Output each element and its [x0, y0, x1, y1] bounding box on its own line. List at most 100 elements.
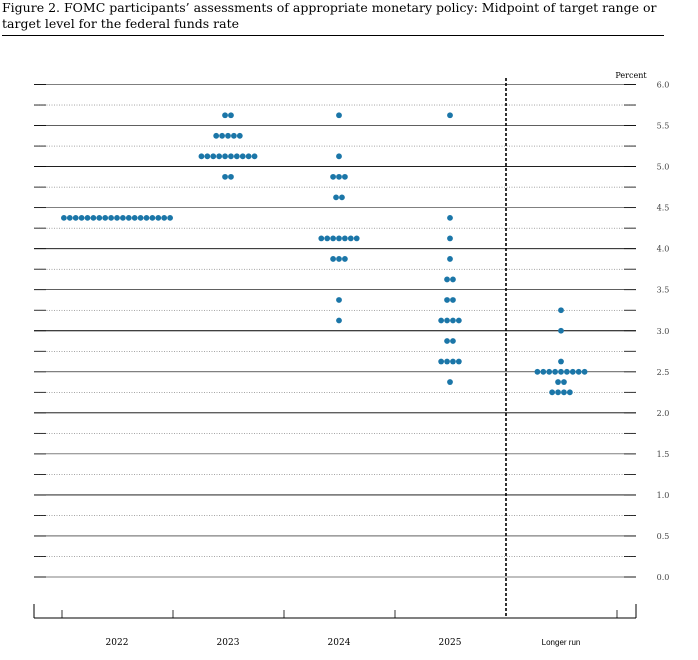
- dot-point: [225, 132, 231, 139]
- y-tick-label: 2.5: [657, 368, 670, 377]
- dot-point: [204, 153, 211, 160]
- dot-point: [198, 153, 205, 160]
- dot-point: [330, 173, 336, 180]
- dot-layer: [61, 112, 588, 396]
- dot-point: [336, 317, 342, 324]
- dot-point: [447, 112, 453, 119]
- dot-point: [108, 214, 114, 221]
- dot-point: [575, 368, 582, 375]
- dot-point: [251, 153, 258, 160]
- dot-point: [161, 214, 168, 221]
- dot-point: [66, 214, 73, 221]
- dot-point: [231, 132, 237, 139]
- dot-point: [84, 214, 91, 221]
- dot-point: [353, 235, 360, 242]
- dot-point: [222, 112, 228, 119]
- dot-point: [561, 379, 567, 385]
- y-tick-label: 0.0: [657, 573, 670, 582]
- dot-point: [555, 389, 561, 396]
- dot-point: [233, 153, 240, 160]
- dot-point: [90, 214, 97, 221]
- dot-point: [552, 368, 558, 375]
- y-tick-label: 3.0: [657, 327, 670, 336]
- dot-point: [222, 153, 228, 160]
- dot-point: [330, 235, 336, 242]
- dot-point: [447, 256, 453, 262]
- dot-point: [558, 307, 564, 314]
- dot-point: [143, 214, 150, 221]
- dot-point: [219, 132, 226, 139]
- dot-point: [450, 338, 456, 344]
- y-tick-label: 0.5: [657, 532, 670, 541]
- dot-point: [228, 173, 234, 180]
- dot-point: [342, 173, 348, 180]
- y-tick-label: 5.5: [657, 122, 670, 131]
- dot-point: [455, 317, 462, 324]
- dot-point: [447, 214, 453, 221]
- figure-title: Figure 2. FOMC participants’ assessments…: [2, 0, 657, 31]
- y-tick-label: 5.0: [657, 163, 670, 172]
- dot-point: [438, 358, 445, 365]
- dot-point: [540, 368, 547, 375]
- dot-point: [324, 235, 331, 242]
- dot-point: [239, 153, 246, 160]
- dot-point: [78, 214, 85, 221]
- dot-point: [336, 153, 342, 160]
- dot-point: [347, 235, 354, 242]
- dot-point: [336, 173, 342, 180]
- dot-point: [228, 153, 234, 160]
- dot-point: [444, 297, 450, 303]
- y-tick-label: 1.5: [657, 450, 670, 459]
- dot-point: [114, 214, 120, 221]
- dot-point: [61, 214, 67, 221]
- dot-point: [444, 317, 450, 324]
- dot-point: [72, 214, 79, 221]
- dot-point: [222, 173, 228, 180]
- dot-point: [444, 358, 450, 365]
- y-tick-label: 2.0: [657, 409, 670, 418]
- dot-point: [228, 112, 234, 119]
- dot-point: [96, 214, 103, 221]
- x-category-label: 2023: [217, 638, 240, 648]
- dot-point: [236, 132, 243, 139]
- dot-point: [216, 153, 223, 160]
- dot-point: [210, 153, 217, 160]
- dot-point: [155, 214, 162, 221]
- dot-point: [102, 214, 109, 221]
- dot-point: [455, 358, 462, 365]
- dot-point: [566, 389, 573, 396]
- dot-point: [120, 214, 126, 221]
- dot-point: [450, 358, 456, 365]
- dot-point: [444, 276, 450, 283]
- dot-point: [558, 358, 564, 365]
- dot-point: [581, 368, 588, 375]
- dot-point: [213, 132, 220, 139]
- dot-point: [131, 214, 138, 221]
- dot-point: [167, 214, 174, 221]
- dot-point: [561, 389, 567, 396]
- dot-point: [447, 379, 453, 385]
- axis-layer: [33, 78, 637, 619]
- dot-point: [336, 297, 342, 303]
- unit-label: Percent: [615, 71, 647, 80]
- label-layer: 6.0 5.5 5.0 4.5 4.0 3.5 3.0 2.5 2.0 1.5 1.0 0.5 0.0 P…: [106, 71, 670, 648]
- x-category-label: 2022: [106, 638, 129, 648]
- dot-point: [569, 368, 576, 375]
- dot-point: [546, 368, 553, 375]
- grid-layer: [34, 84, 636, 578]
- dot-point: [342, 235, 348, 242]
- y-tick-label: 3.5: [657, 286, 670, 295]
- dot-point: [245, 153, 252, 160]
- dot-point: [444, 338, 450, 344]
- dot-point: [330, 256, 336, 262]
- x-category-label: 2024: [328, 638, 351, 648]
- y-tick-label: 4.0: [657, 245, 670, 254]
- dot-point: [450, 317, 456, 324]
- x-category-label: Longer run: [542, 638, 581, 647]
- dot-point: [318, 235, 325, 242]
- dot-point: [137, 214, 144, 221]
- dot-point: [447, 235, 453, 242]
- dot-point: [125, 214, 132, 221]
- dot-point: [450, 276, 456, 283]
